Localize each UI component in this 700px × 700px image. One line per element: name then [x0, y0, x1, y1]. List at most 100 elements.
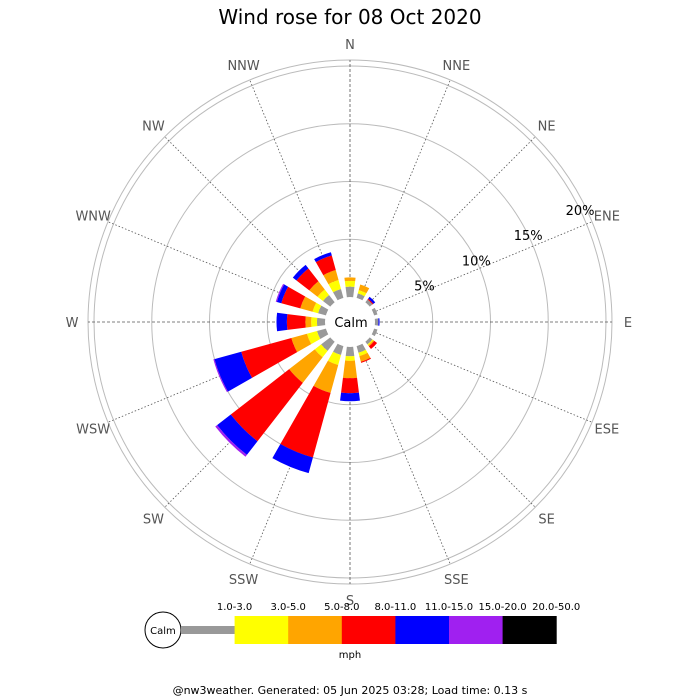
bar-ne-bin-5	[368, 296, 376, 304]
chart-title: Wind rose for 08 Oct 2020	[218, 5, 482, 29]
legend-label-3: 5.0-8.0	[324, 602, 359, 613]
dir-label-ene: ENE	[594, 210, 620, 225]
bar-s-bin-4	[341, 377, 359, 394]
calm-center: Calm	[326, 298, 374, 346]
spoke-ese	[372, 331, 593, 423]
spoke-nne	[359, 79, 451, 300]
bar-wnw-bin-4	[281, 286, 306, 309]
bar-wsw-bin-1	[316, 328, 329, 339]
bar-sw-bin-3	[289, 349, 323, 383]
bar-w-bin-3	[305, 316, 312, 328]
dir-label-nnw: NNW	[227, 59, 259, 74]
legend-label-4: 8.0-11.0	[375, 602, 417, 613]
bar-n-bin-3	[344, 277, 356, 282]
legend-label-6: 15.0-20.0	[479, 602, 527, 613]
footer-text: @nw3weather. Generated: 05 Jun 2025 03:2…	[172, 684, 528, 697]
legend-label-7: 20.0-50.0	[532, 602, 580, 613]
legend-swatch-6	[449, 616, 504, 644]
bar-ssw-bin-5	[272, 444, 313, 474]
calm-circle	[326, 298, 374, 346]
bar-w-bin-1	[316, 317, 326, 327]
dir-label-nw: NW	[142, 119, 165, 134]
bar-se-bin-4	[368, 340, 378, 350]
bar-wnw-bin-2	[312, 302, 322, 314]
bar-ne-bin-1	[365, 299, 373, 307]
bar-wnw-bin-3	[300, 296, 317, 312]
direction-labels: N NNE NE ENE E ESE SE SSE S SSW SW WSW W WNW NW NNW	[66, 38, 633, 609]
bar-se-bin-1	[365, 337, 373, 345]
ring-label-5: 5%	[414, 280, 435, 295]
bar-ssw-bin-4	[280, 385, 331, 458]
bar-wsw-bin-2	[306, 331, 321, 345]
legend-label-5: 11.0-15.0	[425, 602, 473, 613]
calm-label: Calm	[334, 316, 367, 331]
dir-label-sw: SW	[143, 513, 164, 528]
bar-ene-bin-1	[371, 307, 378, 316]
bar-nnw-bin-3	[323, 270, 339, 285]
bar-s-bin-1	[345, 346, 355, 357]
grid-ring-3	[151, 123, 549, 521]
spoke-sse	[359, 344, 451, 565]
bar-nne-bin-2	[357, 290, 367, 297]
bar-sw-bin-2	[314, 344, 328, 358]
dir-label-nne: NNE	[443, 59, 471, 74]
bar-w-bin-2	[311, 317, 318, 327]
ring-label-10: 10%	[462, 254, 491, 269]
bar-sse-bin-2	[358, 349, 368, 357]
bar-n-bin-2	[344, 280, 356, 287]
bar-nnw-bin-5	[314, 252, 332, 263]
bar-w-bin-4	[286, 314, 306, 330]
dir-label-w: W	[66, 316, 79, 331]
spoke-ene	[372, 221, 593, 313]
bar-nw-bin-4	[296, 268, 319, 291]
dir-label-n: N	[345, 38, 355, 53]
dir-label-s: S	[346, 594, 354, 609]
speed-legend: Calm 1.0-3.0 3.0-5.0 5.0-8.0 8.0-11.0 11.0-1…	[144, 602, 580, 661]
dir-label-ssw: SSW	[229, 573, 259, 588]
dir-label-se: SE	[538, 513, 554, 528]
bar-ssw-bin-2	[327, 351, 341, 366]
bar-wnw-bin-6	[275, 283, 285, 302]
legend-swatch-3	[288, 616, 343, 644]
dir-label-ne: NE	[538, 119, 556, 134]
bar-n-bin-1	[345, 286, 355, 298]
legend-swatch-1	[181, 626, 236, 634]
bar-sw-bin-4	[230, 369, 303, 442]
bar-e-bin-5	[378, 318, 380, 326]
legend-swatch-4	[341, 616, 396, 644]
bar-ne-bin-4	[367, 298, 374, 305]
dir-label-wsw: WSW	[76, 422, 110, 437]
rose-bars	[213, 252, 380, 474]
bar-e-bin-1	[374, 318, 379, 326]
ring-labels: 5% 10% 15% 20%	[414, 204, 594, 295]
bar-ssw-bin-3	[313, 360, 339, 393]
bar-wsw-bin-3	[291, 333, 312, 353]
legend-label-1: 1.0-3.0	[217, 602, 252, 613]
bar-sse-bin-4	[360, 357, 371, 363]
bar-wsw-bin-6	[213, 359, 228, 393]
legend-swatch-2	[234, 616, 289, 644]
bar-wnw-bin-1	[318, 305, 329, 316]
bar-wnw-bin-5	[276, 284, 289, 304]
bar-sse-bin-3	[359, 352, 371, 362]
legend-label-2: 3.0-5.0	[270, 602, 305, 613]
spoke-ne	[367, 136, 536, 305]
legend-swatch-7	[502, 616, 557, 644]
legend-unit: mph	[339, 650, 361, 661]
bar-nnw-bin-1	[333, 288, 344, 301]
bar-sse-bin-1	[356, 343, 366, 353]
dir-label-ese: ESE	[594, 422, 619, 437]
bar-wsw-bin-4	[241, 338, 298, 378]
bar-ssw-bin-1	[333, 343, 344, 356]
bar-s-bin-5	[340, 392, 360, 402]
bar-nw-bin-2	[317, 289, 330, 302]
legend-calm-label: Calm	[150, 626, 176, 637]
bar-nw-bin-1	[322, 294, 335, 307]
bar-sw-bin-5	[217, 414, 258, 455]
bar-nnw-bin-4	[315, 255, 336, 276]
dir-label-e: E	[624, 316, 632, 331]
bar-se-bin-3	[368, 340, 375, 347]
bar-s-bin-3	[342, 360, 358, 379]
bar-se-bin-2	[367, 339, 374, 346]
